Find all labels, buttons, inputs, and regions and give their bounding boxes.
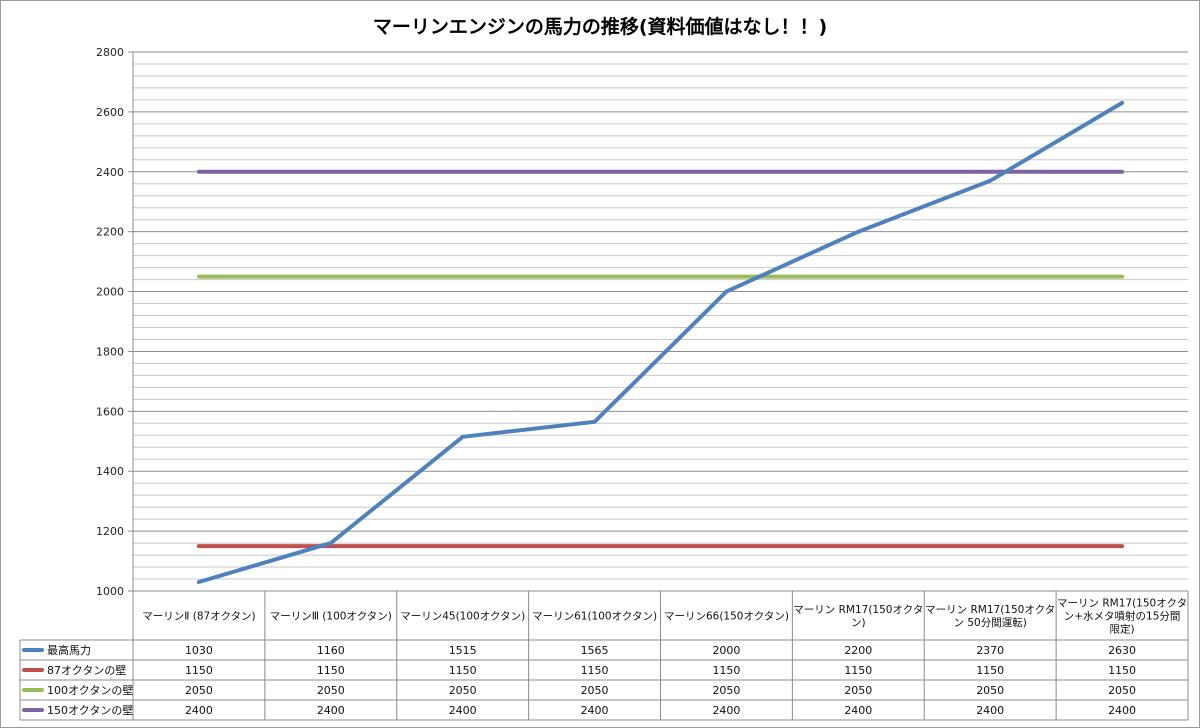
y-tick-label: 2800 — [96, 46, 124, 59]
table-value: 2050 — [185, 684, 213, 697]
chart-title: マーリンエンジンの馬力の推移(資料価値はなし！！) — [372, 16, 828, 38]
table-value: 2050 — [449, 684, 477, 697]
category-label: ン 50分間運転) — [954, 617, 1027, 629]
table-value: 2400 — [317, 704, 345, 717]
y-tick-label: 2400 — [96, 166, 124, 179]
table-value: 1150 — [581, 664, 609, 677]
category-label: マーリン RM17(150オクタ — [925, 604, 1055, 616]
category-label: ン+水メタ噴射の15分間 — [1064, 610, 1181, 623]
table-value: 1150 — [976, 664, 1004, 677]
y-tick-label: 1600 — [96, 405, 124, 418]
y-tick-label: 2600 — [96, 106, 124, 119]
table-value: 1150 — [844, 664, 872, 677]
table-value: 2630 — [1108, 644, 1136, 657]
legend-label: 最高馬力 — [47, 643, 91, 657]
table-value: 1160 — [317, 644, 345, 657]
table-value: 2400 — [185, 704, 213, 717]
category-label: マーリンⅡ (87オクタン) — [142, 611, 255, 623]
category-label: マーリン45(100オクタン) — [400, 611, 525, 623]
table-value: 2400 — [449, 704, 477, 717]
table-value: 2400 — [712, 704, 740, 717]
table-value: 2370 — [976, 644, 1004, 657]
table-value: 2000 — [712, 644, 740, 657]
y-tick-label: 2200 — [96, 226, 124, 239]
category-label: マーリン RM17(150オクタ — [793, 604, 923, 616]
category-label: マーリン61(100オクタン) — [532, 611, 657, 623]
table-value: 2050 — [1108, 684, 1136, 697]
table-value: 2050 — [317, 684, 345, 697]
table-value: 2050 — [976, 684, 1004, 697]
category-label: マーリンⅢ (100オクタン) — [270, 611, 392, 623]
y-tick-label: 1000 — [96, 585, 124, 598]
category-label: 限定) — [1110, 623, 1135, 636]
category-label: ン) — [851, 617, 866, 629]
table-value: 2200 — [844, 644, 872, 657]
table-value: 2400 — [581, 704, 609, 717]
table-value: 2400 — [1108, 704, 1136, 717]
y-tick-label: 1400 — [96, 465, 124, 478]
table-value: 1150 — [185, 664, 213, 677]
y-tick-label: 1800 — [96, 345, 124, 358]
table-value: 2050 — [581, 684, 609, 697]
y-tick-label: 2000 — [96, 286, 124, 299]
category-label: マーリン RM17(150オクタ — [1057, 598, 1187, 610]
category-label: マーリン66(150オクタン) — [664, 611, 789, 623]
y-tick-label: 1200 — [96, 525, 124, 538]
legend-label: 100オクタンの壁 — [47, 683, 133, 697]
table-value: 1515 — [449, 644, 477, 657]
legend-label: 87オクタンの壁 — [47, 663, 126, 677]
table-value: 1150 — [317, 664, 345, 677]
table-value: 1150 — [712, 664, 740, 677]
table-value: 2400 — [844, 704, 872, 717]
table-value: 2400 — [976, 704, 1004, 717]
series-line — [196, 100, 1125, 584]
table-value: 1150 — [449, 664, 477, 677]
table-value: 1565 — [581, 644, 609, 657]
legend-label: 150オクタンの壁 — [47, 703, 133, 717]
table-value: 1150 — [1108, 664, 1136, 677]
table-value: 1030 — [185, 644, 213, 657]
table-value: 2050 — [712, 684, 740, 697]
table-value: 2050 — [844, 684, 872, 697]
